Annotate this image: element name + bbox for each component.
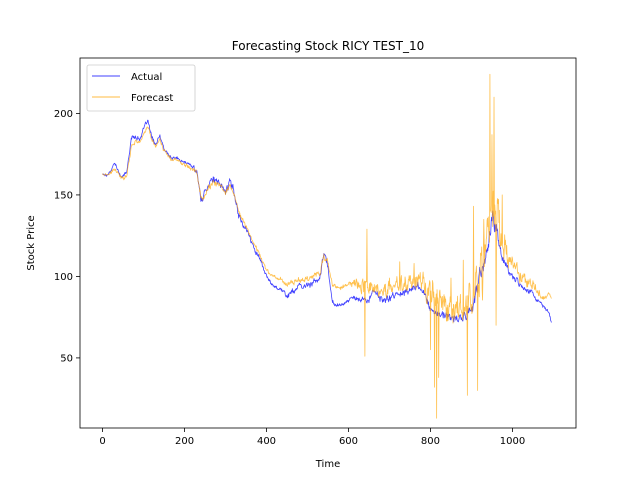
y-axis-label: Stock Price <box>26 215 37 270</box>
x-axis: 0 200 400 600 800 1000 <box>99 428 525 447</box>
series-layer <box>102 73 552 419</box>
x-tick-label: 400 <box>257 436 276 447</box>
y-tick-label: 200 <box>54 109 73 120</box>
series-line-actual <box>102 119 552 323</box>
legend-forecast-label: Forecast <box>131 93 173 104</box>
legend-actual-label: Actual <box>131 72 162 83</box>
series-line-forecast <box>102 73 552 419</box>
chart-title: Forecasting Stock RICY TEST_10 <box>232 39 425 53</box>
x-axis-label: Time <box>315 459 340 470</box>
y-axis: 50 100 150 200 <box>54 109 80 364</box>
legend: Actual Forecast <box>86 64 196 112</box>
x-tick-label: 1000 <box>500 436 525 447</box>
y-tick-label: 100 <box>54 272 73 283</box>
legend-box <box>86 64 196 112</box>
x-tick-label: 800 <box>421 436 440 447</box>
x-tick-label: 600 <box>339 436 358 447</box>
x-tick-label: 200 <box>175 436 194 447</box>
y-tick-label: 150 <box>54 190 73 201</box>
x-tick-label: 0 <box>99 436 105 447</box>
plot-frame <box>79 57 577 429</box>
y-tick-label: 50 <box>60 353 73 364</box>
